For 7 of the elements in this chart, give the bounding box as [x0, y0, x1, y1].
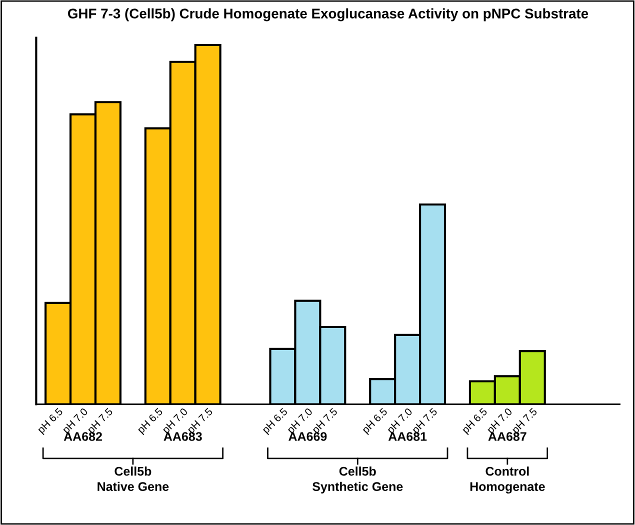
text: Cell5b Native Gene	[98, 466, 169, 492]
x-tick-label: pH 6.5	[136, 408, 164, 436]
x-tick-label: pH 6.5	[362, 408, 390, 436]
chart-title: GHF 7-3 (Cell5b) Crude Homogenate Exoglucanase Activity on pNPC Substrate	[68, 8, 588, 22]
text: Control Homogenate	[470, 466, 545, 494]
text: Cell5b Synthetic Gene	[312, 466, 403, 494]
x-tick-label: pH 6.5	[262, 408, 290, 436]
